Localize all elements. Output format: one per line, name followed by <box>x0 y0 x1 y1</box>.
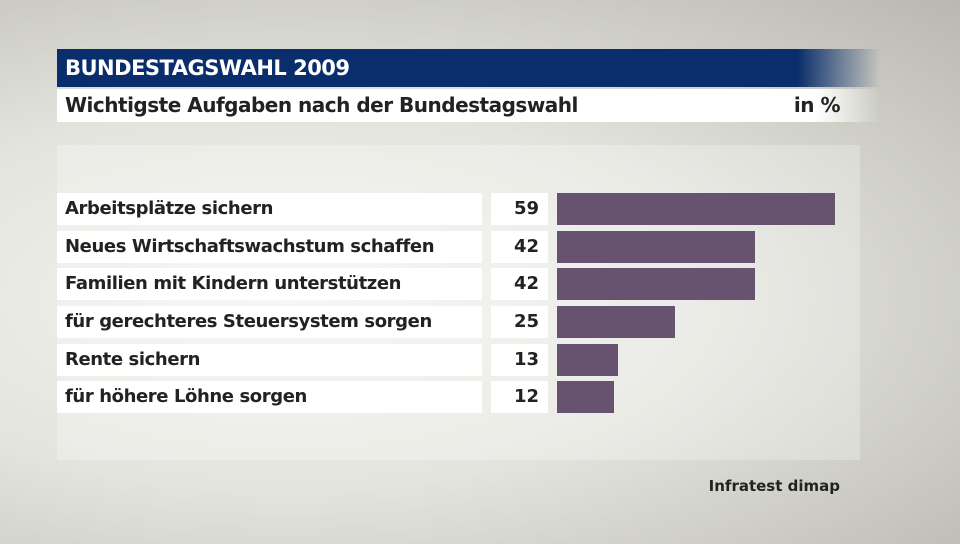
value-label: 42 <box>491 268 548 300</box>
bar <box>557 344 619 376</box>
bar <box>557 306 675 338</box>
value-label: 42 <box>491 231 548 263</box>
bar <box>557 268 755 300</box>
category-label: Arbeitsplätze sichern <box>57 193 482 225</box>
source-label: Infratest dimap <box>708 477 840 495</box>
unit-label: in % <box>793 93 841 117</box>
header-title: BUNDESTAGSWAHL 2009 <box>57 49 880 87</box>
value-label: 12 <box>491 381 548 413</box>
bar <box>557 381 614 413</box>
value-label: 59 <box>491 193 548 225</box>
category-label: Rente sichern <box>57 344 482 376</box>
value-label: 13 <box>491 344 548 376</box>
category-label: Familien mit Kindern unterstützen <box>57 268 482 300</box>
bar <box>557 193 835 225</box>
bar <box>557 231 755 263</box>
category-label: für höhere Löhne sorgen <box>57 381 482 413</box>
subtitle-text: Wichtigste Aufgaben nach der Bundestagsw… <box>65 93 578 117</box>
chart-subtitle: Wichtigste Aufgaben nach der Bundestagsw… <box>57 89 880 122</box>
value-label: 25 <box>491 306 548 338</box>
category-label: Neues Wirtschaftswachstum schaffen <box>57 231 482 263</box>
category-label: für gerechteres Steuersystem sorgen <box>57 306 482 338</box>
